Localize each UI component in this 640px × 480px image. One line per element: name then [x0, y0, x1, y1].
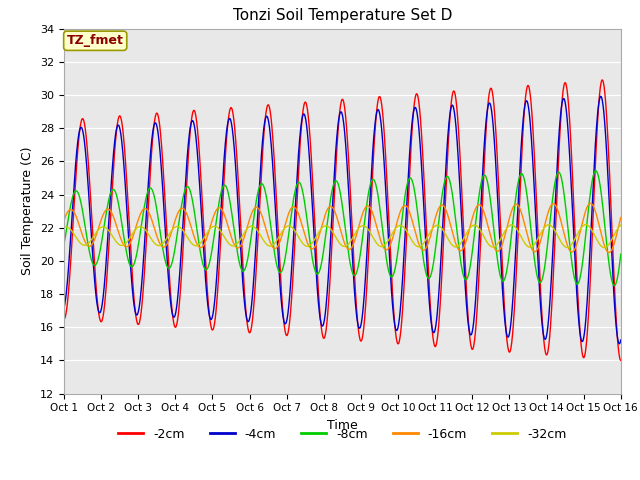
Title: Tonzi Soil Temperature Set D: Tonzi Soil Temperature Set D	[233, 9, 452, 24]
Text: TZ_fmet: TZ_fmet	[67, 34, 124, 47]
Legend: -2cm, -4cm, -8cm, -16cm, -32cm: -2cm, -4cm, -8cm, -16cm, -32cm	[113, 423, 572, 446]
X-axis label: Time: Time	[327, 419, 358, 432]
Y-axis label: Soil Temperature (C): Soil Temperature (C)	[22, 147, 35, 276]
